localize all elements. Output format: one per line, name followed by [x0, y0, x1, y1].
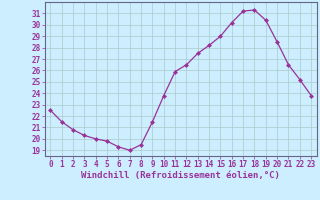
X-axis label: Windchill (Refroidissement éolien,°C): Windchill (Refroidissement éolien,°C)	[81, 171, 280, 180]
